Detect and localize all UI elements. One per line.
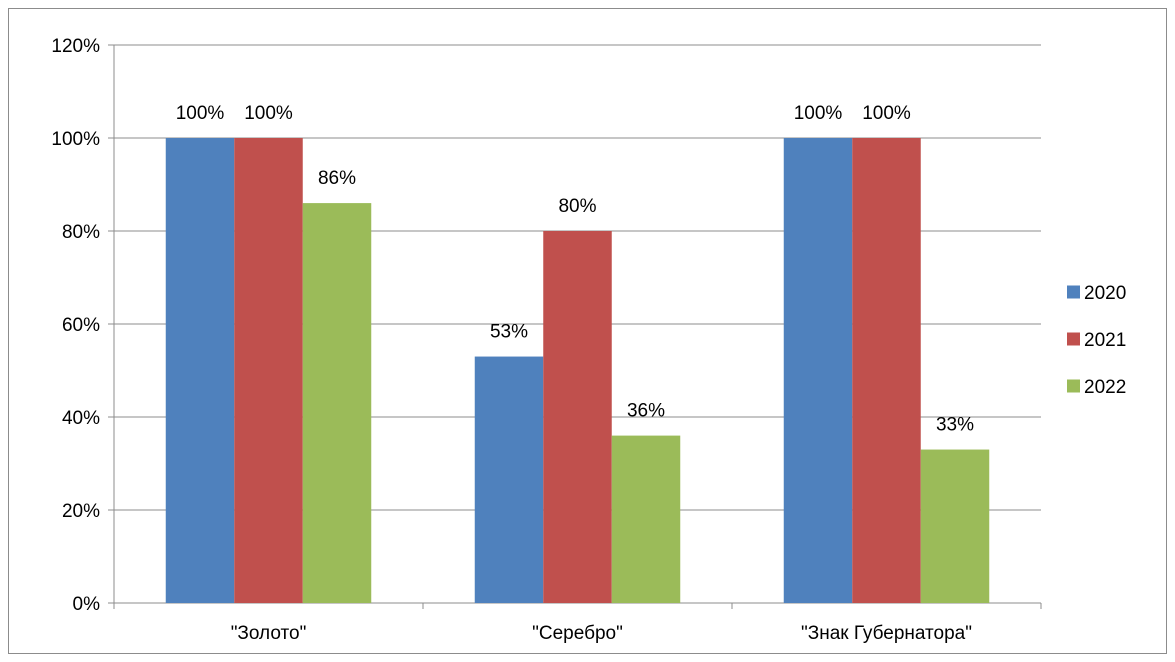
- bar-chart: 0% 20% 40% 60% 80% 100% 120% 100% 100% 86% "Золото…: [51, 36, 1126, 644]
- bar-2022: [611, 435, 681, 603]
- legend-label: 2021: [1084, 330, 1126, 351]
- bar-2020: [783, 138, 853, 603]
- x-category-label: "Серебро": [532, 623, 623, 644]
- legend-swatch-2021: [1067, 332, 1080, 346]
- bar-2022: [920, 449, 990, 603]
- data-label: 100%: [244, 103, 293, 124]
- x-category-label: "Золото": [231, 623, 307, 644]
- data-label: 36%: [627, 401, 665, 422]
- data-label: 80%: [558, 196, 596, 217]
- legend-label: 2020: [1084, 283, 1126, 304]
- bar-2021: [234, 138, 303, 603]
- legend-swatch-2020: [1067, 285, 1080, 299]
- x-category-label: "Знак Губернатора": [801, 623, 972, 644]
- bar-2020: [165, 138, 235, 603]
- bar-2021: [543, 231, 612, 603]
- y-tick-label: 40%: [62, 408, 100, 429]
- bar-2020: [474, 356, 544, 603]
- y-tick-label: 80%: [62, 222, 100, 243]
- y-tick-label: 120%: [51, 36, 100, 57]
- y-tick-label: 60%: [62, 315, 100, 336]
- data-label: 33%: [936, 415, 974, 436]
- data-label: 100%: [794, 103, 843, 124]
- legend-label: 2022: [1084, 377, 1126, 398]
- data-label: 86%: [318, 168, 356, 189]
- y-tick-label: 0%: [73, 594, 101, 615]
- data-label: 100%: [176, 103, 225, 124]
- legend-swatch-2022: [1067, 379, 1080, 393]
- data-label: 100%: [862, 103, 911, 124]
- y-tick-label: 100%: [51, 129, 100, 150]
- y-tick-label: 20%: [62, 501, 100, 522]
- bar-2022: [302, 203, 372, 603]
- bar-2021: [852, 138, 921, 603]
- data-label: 53%: [490, 322, 528, 343]
- chart-frame: 0% 20% 40% 60% 80% 100% 120% 100% 100% 86% "Золото…: [8, 8, 1167, 654]
